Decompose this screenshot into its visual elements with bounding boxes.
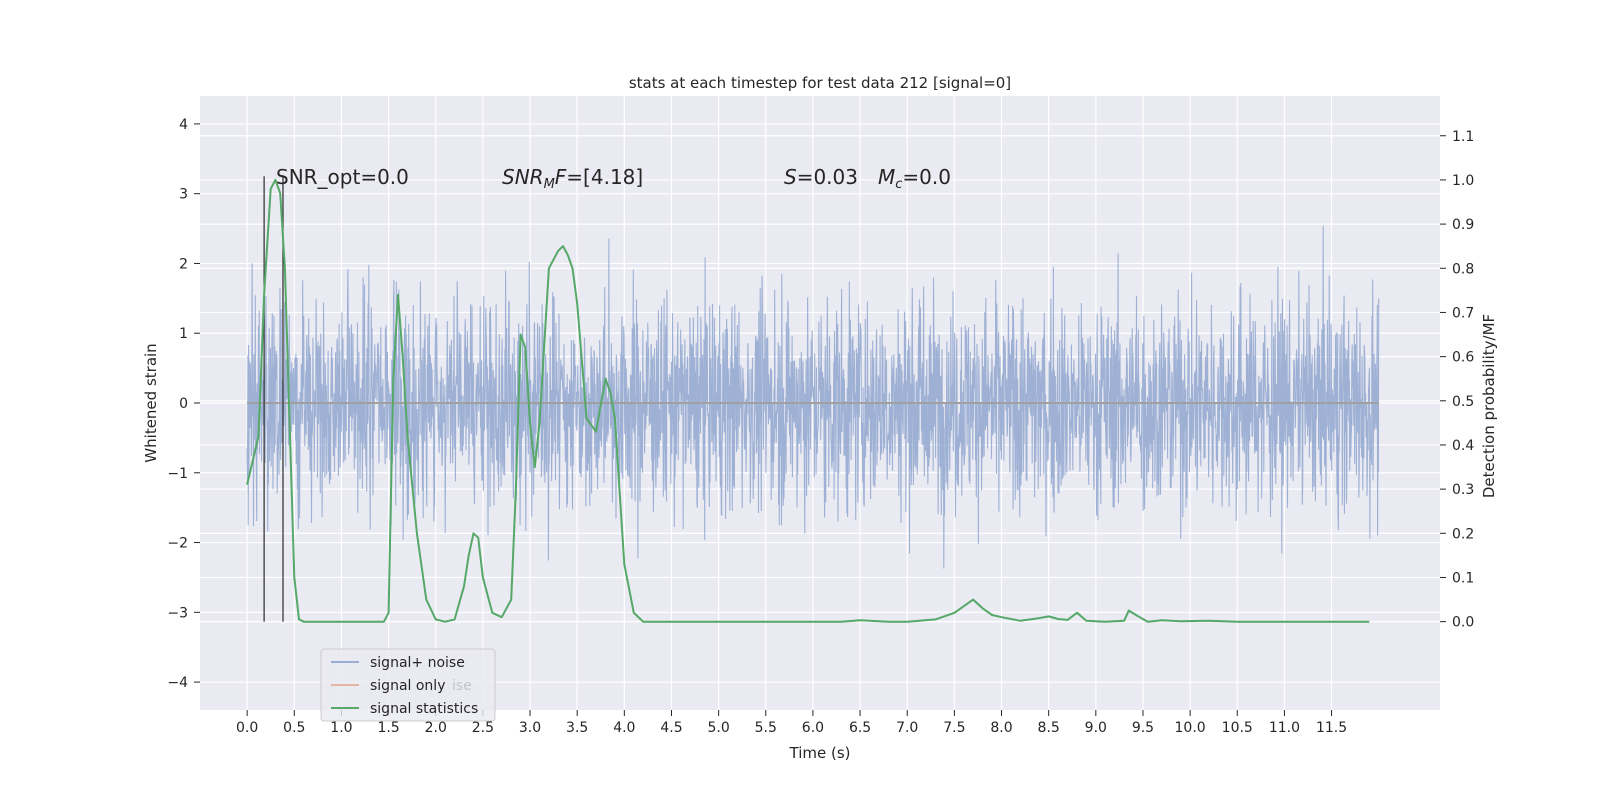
y-left-tick-label-5: −1 — [167, 466, 188, 482]
y-right-tick-label-8: 0.3 — [1452, 482, 1474, 498]
y-right-tick-label-6: 0.5 — [1452, 394, 1474, 410]
y-axis-right-label: Detection probability/MF — [1480, 314, 1498, 498]
snr-mf-subscript: M — [544, 177, 555, 192]
x-tick-label-1: 0.5 — [283, 720, 305, 736]
x-tick-label-13: 6.5 — [849, 720, 871, 736]
y-left-tick-label-0: 4 — [179, 117, 188, 133]
y-left-tick-label-3: 1 — [179, 326, 188, 342]
y-right-tick-label-4: 0.7 — [1452, 305, 1474, 321]
x-tick-label-22: 11.0 — [1269, 720, 1300, 736]
annotation-snr-opt: SNR_opt=0.0 — [276, 165, 409, 189]
x-tick-label-9: 4.5 — [660, 720, 682, 736]
y-right-tick-label-7: 0.4 — [1452, 438, 1474, 454]
x-tick-label-6: 3.0 — [519, 720, 541, 736]
y-left-tick-label-6: −2 — [167, 536, 188, 552]
x-tick-label-17: 8.5 — [1038, 720, 1060, 736]
x-tick-label-18: 9.0 — [1085, 720, 1107, 736]
legend-label-signal-only: signal only — [370, 678, 445, 694]
x-tick-label-8: 4.0 — [613, 720, 635, 736]
x-tick-label-12: 6.0 — [802, 720, 824, 736]
x-tick-label-11: 5.5 — [755, 720, 777, 736]
y-left-tick-label-2: 2 — [179, 256, 188, 272]
annotation-snr-mf: SNRMF=[4.18] — [502, 165, 643, 192]
x-tick-label-19: 9.5 — [1132, 720, 1154, 736]
y-right-tick-label-1: 1.0 — [1452, 173, 1474, 189]
signal-statistics-series — [246, 178, 1370, 623]
y-axis-left-label: Whitened strain — [142, 343, 160, 462]
mc-subscript: c — [895, 177, 902, 192]
tick-labels: 0.0 0.5 1.0 1.5 2.0 2.5 3.0 3.5 4.0 4.5 5.0 5.5 6.0 6… — [167, 117, 1474, 736]
annotation-s: S=0.03 — [784, 165, 858, 189]
signal-statistics-line — [246, 178, 1370, 623]
s-symbol: S — [784, 165, 797, 189]
s-value: =0.03 — [797, 165, 858, 189]
mc-symbol: M — [878, 165, 895, 189]
legend-label-signal-statistics: signal statistics — [370, 701, 478, 717]
legend-box — [320, 648, 496, 722]
snr-mf-f: F — [555, 165, 567, 189]
x-tick-label-5: 2.5 — [472, 720, 494, 736]
legend-label-signal-noise: signal+ noise — [370, 655, 465, 671]
y-left-tick-label-7: −3 — [167, 605, 188, 621]
x-tick-label-20: 10.0 — [1175, 720, 1206, 736]
x-tick-label-2: 1.0 — [330, 720, 352, 736]
x-tick-label-16: 8.0 — [990, 720, 1012, 736]
y-left-tick-label-4: 0 — [179, 396, 188, 412]
x-tick-label-14: 7.0 — [896, 720, 918, 736]
annotation-mc: Mc=0.0 — [878, 165, 951, 192]
x-tick-label-21: 10.5 — [1222, 720, 1253, 736]
signal-noise-series — [246, 225, 1380, 569]
x-tick-label-0: 0.0 — [236, 720, 258, 736]
y-right-tick-label-2: 0.9 — [1452, 217, 1474, 233]
chart-title: stats at each timestep for test data 212… — [629, 74, 1011, 92]
y-left-tick-label-1: 3 — [179, 187, 188, 203]
mc-value: =0.0 — [902, 165, 951, 189]
legend-overlap-text: ise — [452, 678, 472, 694]
y-right-tick-label-11: 0.0 — [1452, 615, 1474, 631]
x-tick-label-10: 5.0 — [707, 720, 729, 736]
x-tick-label-4: 2.0 — [425, 720, 447, 736]
snr-mf-value: =[4.18] — [566, 165, 643, 189]
noise-trace — [246, 225, 1380, 569]
y-left-tick-label-8: −4 — [167, 675, 188, 691]
x-tick-label-7: 3.5 — [566, 720, 588, 736]
snr-mf-symbol: SNR — [502, 165, 544, 189]
x-axis-label: Time (s) — [789, 744, 851, 762]
y-right-tick-label-10: 0.1 — [1452, 570, 1474, 586]
y-right-tick-label-0: 1.1 — [1452, 129, 1474, 145]
y-right-tick-label-3: 0.8 — [1452, 261, 1474, 277]
x-tick-label-15: 7.5 — [943, 720, 965, 736]
legend: signal+ noise signal only ise signal sta… — [320, 648, 496, 722]
x-tick-label-23: 11.5 — [1316, 720, 1347, 736]
y-right-tick-label-9: 0.2 — [1452, 526, 1474, 542]
y-right-tick-label-5: 0.6 — [1452, 350, 1474, 366]
x-tick-label-3: 1.5 — [377, 720, 399, 736]
